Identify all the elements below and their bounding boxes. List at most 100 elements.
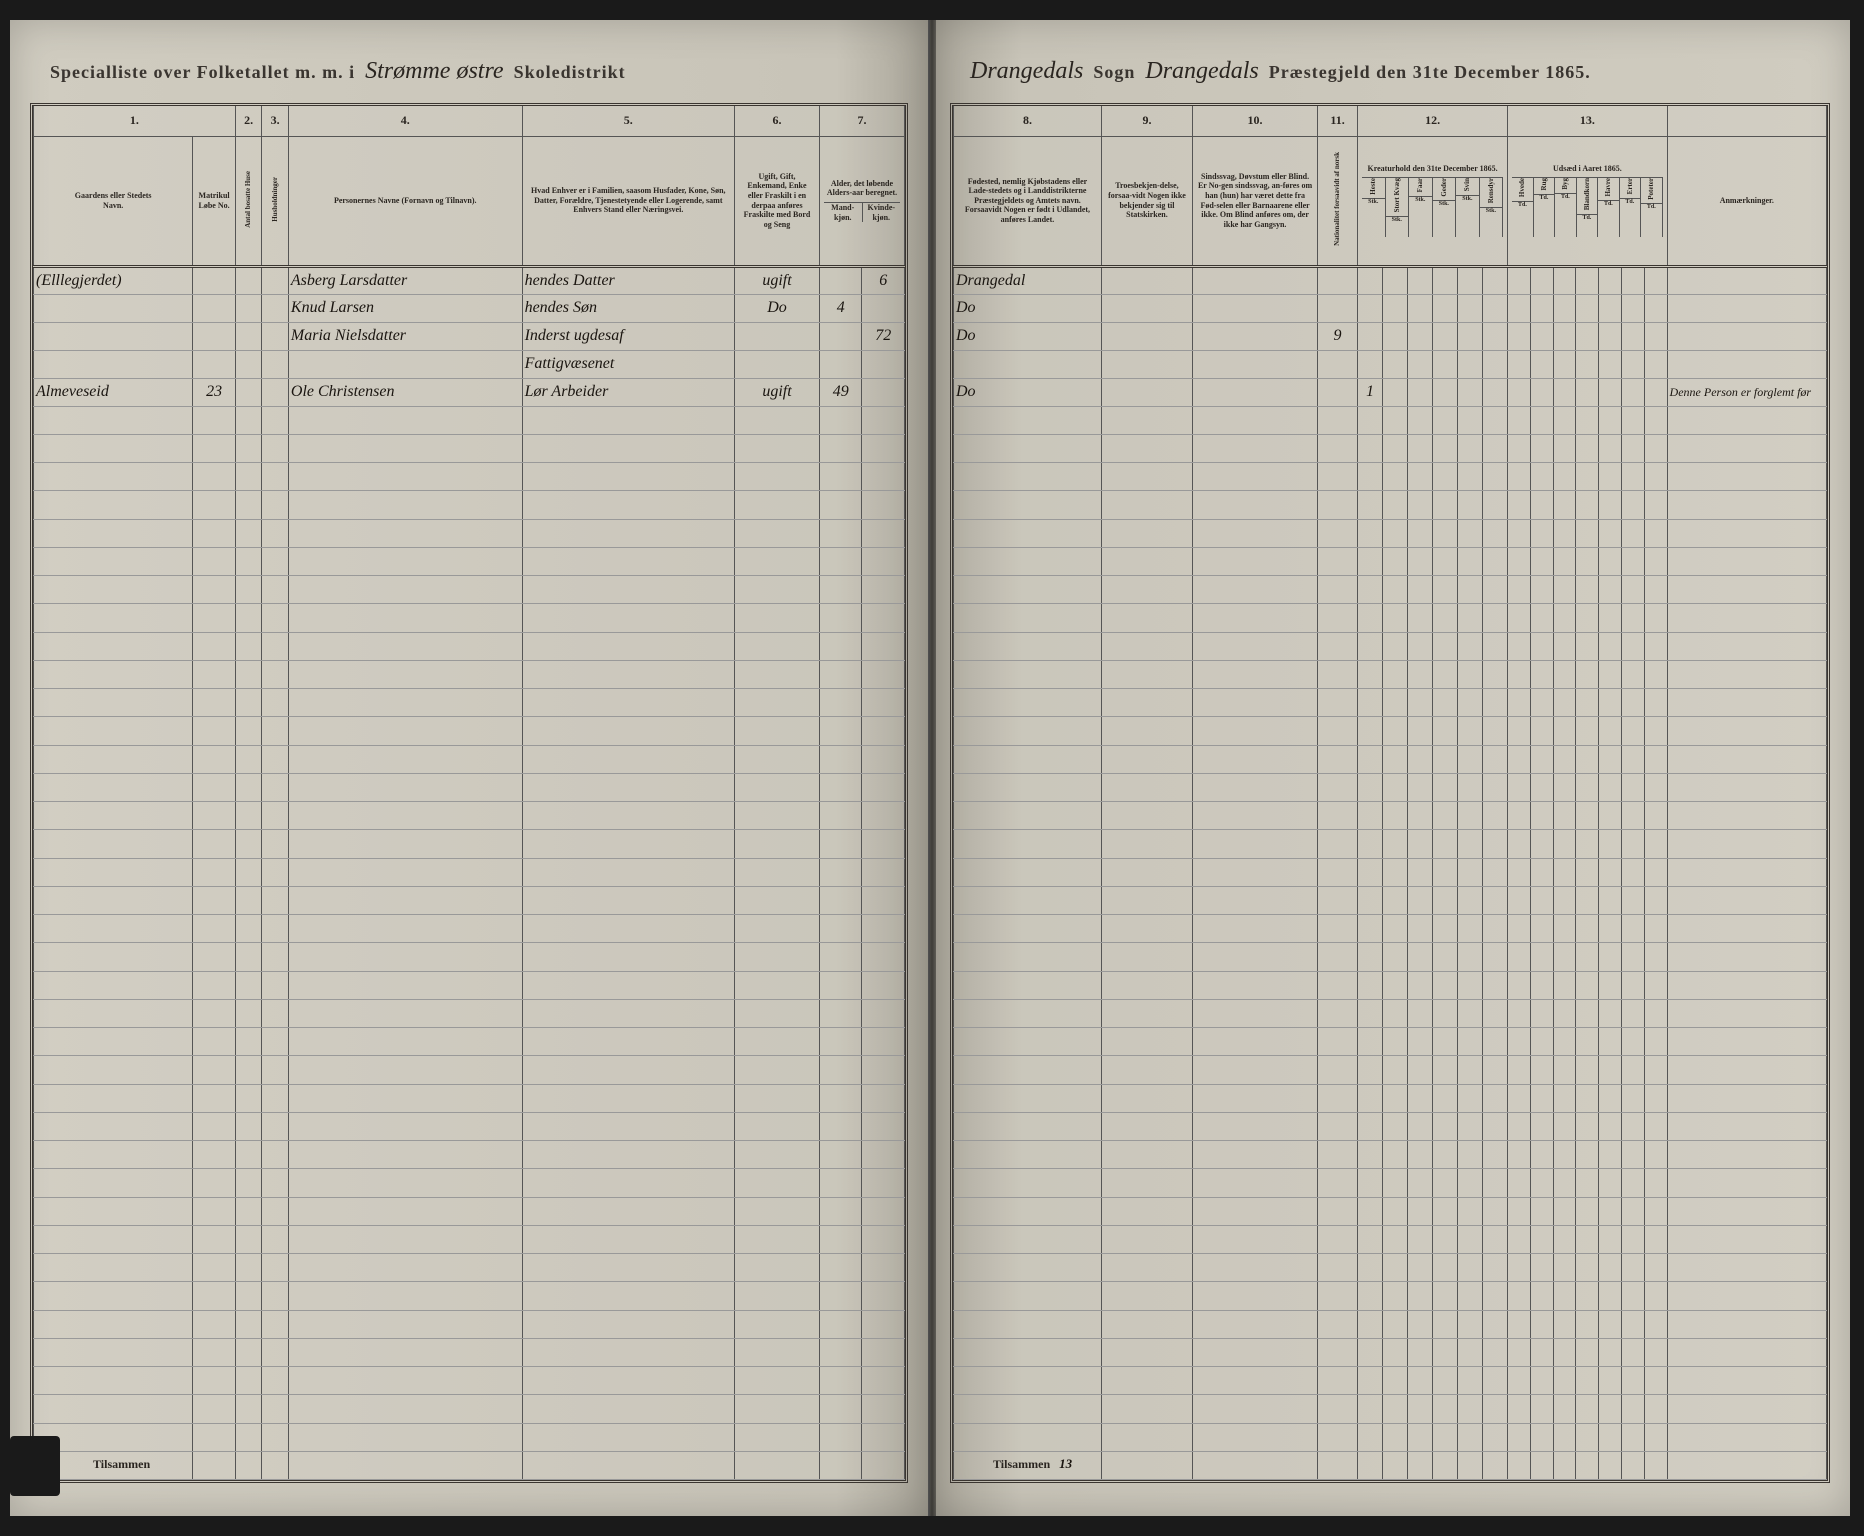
table-row: Do <box>954 294 1827 322</box>
header-left: Specialliste over Folketallet m. m. i St… <box>30 50 908 93</box>
empty-row <box>34 1056 905 1084</box>
left-page: Specialliste over Folketallet m. m. i St… <box>10 20 930 1516</box>
h7: Alder, det løbende Alders-aar beregnet. … <box>819 136 904 266</box>
empty-row <box>954 1254 1827 1282</box>
col-3: 3. <box>262 106 289 136</box>
empty-row <box>34 1112 905 1140</box>
crop-col-6: PoteterTd. <box>1641 178 1662 237</box>
table-row: Almeveseid23Ole ChristensenLør Arbeideru… <box>34 378 905 406</box>
livestock-col-5: RensdyrStk. <box>1480 178 1504 237</box>
livestock-col-3: GederStk. <box>1433 178 1457 237</box>
empty-row <box>34 1225 905 1253</box>
empty-row <box>954 773 1827 801</box>
empty-row <box>34 1451 905 1479</box>
crop-col-0: HvedeTd. <box>1512 178 1533 237</box>
empty-row <box>34 463 905 491</box>
table-row: Do1Denne Person er forglemt før <box>954 378 1827 406</box>
empty-row <box>954 830 1827 858</box>
empty-row <box>34 1282 905 1310</box>
table-row: Knud Larsenhendes SønDo4 <box>34 294 905 322</box>
empty-row <box>34 689 905 717</box>
h13: Udsæd i Aaret 1865. HvedeTd.RugTd.BygTd.… <box>1508 136 1667 266</box>
empty-row <box>34 886 905 914</box>
empty-row <box>954 971 1827 999</box>
empty-row <box>34 1338 905 1366</box>
empty-row <box>954 406 1827 434</box>
col-4: 4. <box>288 106 522 136</box>
crop-col-5: ErterTd. <box>1620 178 1641 237</box>
header-label-1: Specialliste over Folketallet m. m. i <box>50 62 355 83</box>
empty-row <box>34 1367 905 1395</box>
empty-row <box>34 745 905 773</box>
empty-row <box>954 1028 1827 1056</box>
footer-right: Tilsammen 13 <box>993 1456 1072 1472</box>
empty-row <box>954 1141 1827 1169</box>
empty-row <box>34 1423 905 1451</box>
empty-row <box>954 745 1827 773</box>
empty-row <box>954 1056 1827 1084</box>
right-page: Drangedals Sogn Drangedals Præstegjeld d… <box>930 20 1850 1516</box>
empty-row <box>954 1451 1827 1479</box>
empty-row <box>954 1282 1827 1310</box>
empty-row <box>954 660 1827 688</box>
header-district: Strømme østre <box>365 58 503 85</box>
empty-row <box>34 915 905 943</box>
header-label-2: Skoledistrikt <box>514 62 626 83</box>
crop-col-2: BygTd. <box>1555 178 1576 237</box>
empty-row <box>34 519 905 547</box>
table-row: (Elllegjerdet)Asberg Larsdatterhendes Da… <box>34 266 905 294</box>
crop-col-3: BlandkornTd. <box>1577 178 1598 237</box>
empty-row <box>34 406 905 434</box>
empty-row <box>34 491 905 519</box>
table-row: Fattigvæsenet <box>34 350 905 378</box>
h6: Ugift, Gift, Enkemand, Enke eller Fraski… <box>735 136 820 266</box>
crop-col-4: HavreTd. <box>1598 178 1619 237</box>
empty-row <box>34 1169 905 1197</box>
empty-row <box>34 1395 905 1423</box>
livestock-col-4: SvinStk. <box>1456 178 1480 237</box>
header-date-label: Præstegjeld den 31te December 1865. <box>1269 62 1591 83</box>
empty-row <box>954 999 1827 1027</box>
header-prestegjeld: Drangedals <box>1145 58 1258 85</box>
table-row: Drangedal <box>954 266 1827 294</box>
h8: Fødested, nemlig Kjøbstadens eller Lade-… <box>954 136 1102 266</box>
col-6: 6. <box>735 106 820 136</box>
crop-col-1: RugTd. <box>1534 178 1555 237</box>
h14: Anmærkninger. <box>1667 136 1826 266</box>
livestock-col-1: Stort KvægStk. <box>1386 178 1410 237</box>
col-13: 13. <box>1508 106 1667 136</box>
empty-row <box>954 1084 1827 1112</box>
empty-row <box>954 1423 1827 1451</box>
footer-left: Tilsammen <box>93 1457 150 1472</box>
right-table: 8. 9. 10. 11. 12. 13. Fødested, nemlig K… <box>950 103 1830 1483</box>
empty-row <box>954 943 1827 971</box>
h9: Troesbekjen-delse, forsaa-vidt Nogen ikk… <box>1101 136 1192 266</box>
col-12: 12. <box>1357 106 1507 136</box>
empty-row <box>34 858 905 886</box>
empty-row <box>954 519 1827 547</box>
empty-row <box>954 576 1827 604</box>
empty-row <box>954 1169 1827 1197</box>
empty-row <box>34 576 905 604</box>
header-right: Drangedals Sogn Drangedals Præstegjeld d… <box>950 50 1830 93</box>
table-row: Do9 <box>954 322 1827 350</box>
col-notes <box>1667 106 1826 136</box>
empty-row <box>34 830 905 858</box>
empty-row <box>34 717 905 745</box>
livestock-col-0: HesteStk. <box>1362 178 1386 237</box>
book-spine <box>928 20 936 1516</box>
empty-row <box>34 604 905 632</box>
table-row: Maria NielsdatterInderst ugdesaf72 <box>34 322 905 350</box>
empty-row <box>954 858 1827 886</box>
empty-row <box>954 1395 1827 1423</box>
table-row <box>954 350 1827 378</box>
col-8: 8. <box>954 106 1102 136</box>
h1a: Gaardens eller StedetsNavn. <box>34 136 193 266</box>
empty-row <box>34 802 905 830</box>
census-ledger-spread: Specialliste over Folketallet m. m. i St… <box>0 0 1864 1536</box>
h5: Hvad Enhver er i Familien, saasom Husfad… <box>522 136 734 266</box>
header-sogn-label: Sogn <box>1093 62 1135 83</box>
empty-row <box>34 971 905 999</box>
empty-row <box>954 1225 1827 1253</box>
col-5: 5. <box>522 106 734 136</box>
